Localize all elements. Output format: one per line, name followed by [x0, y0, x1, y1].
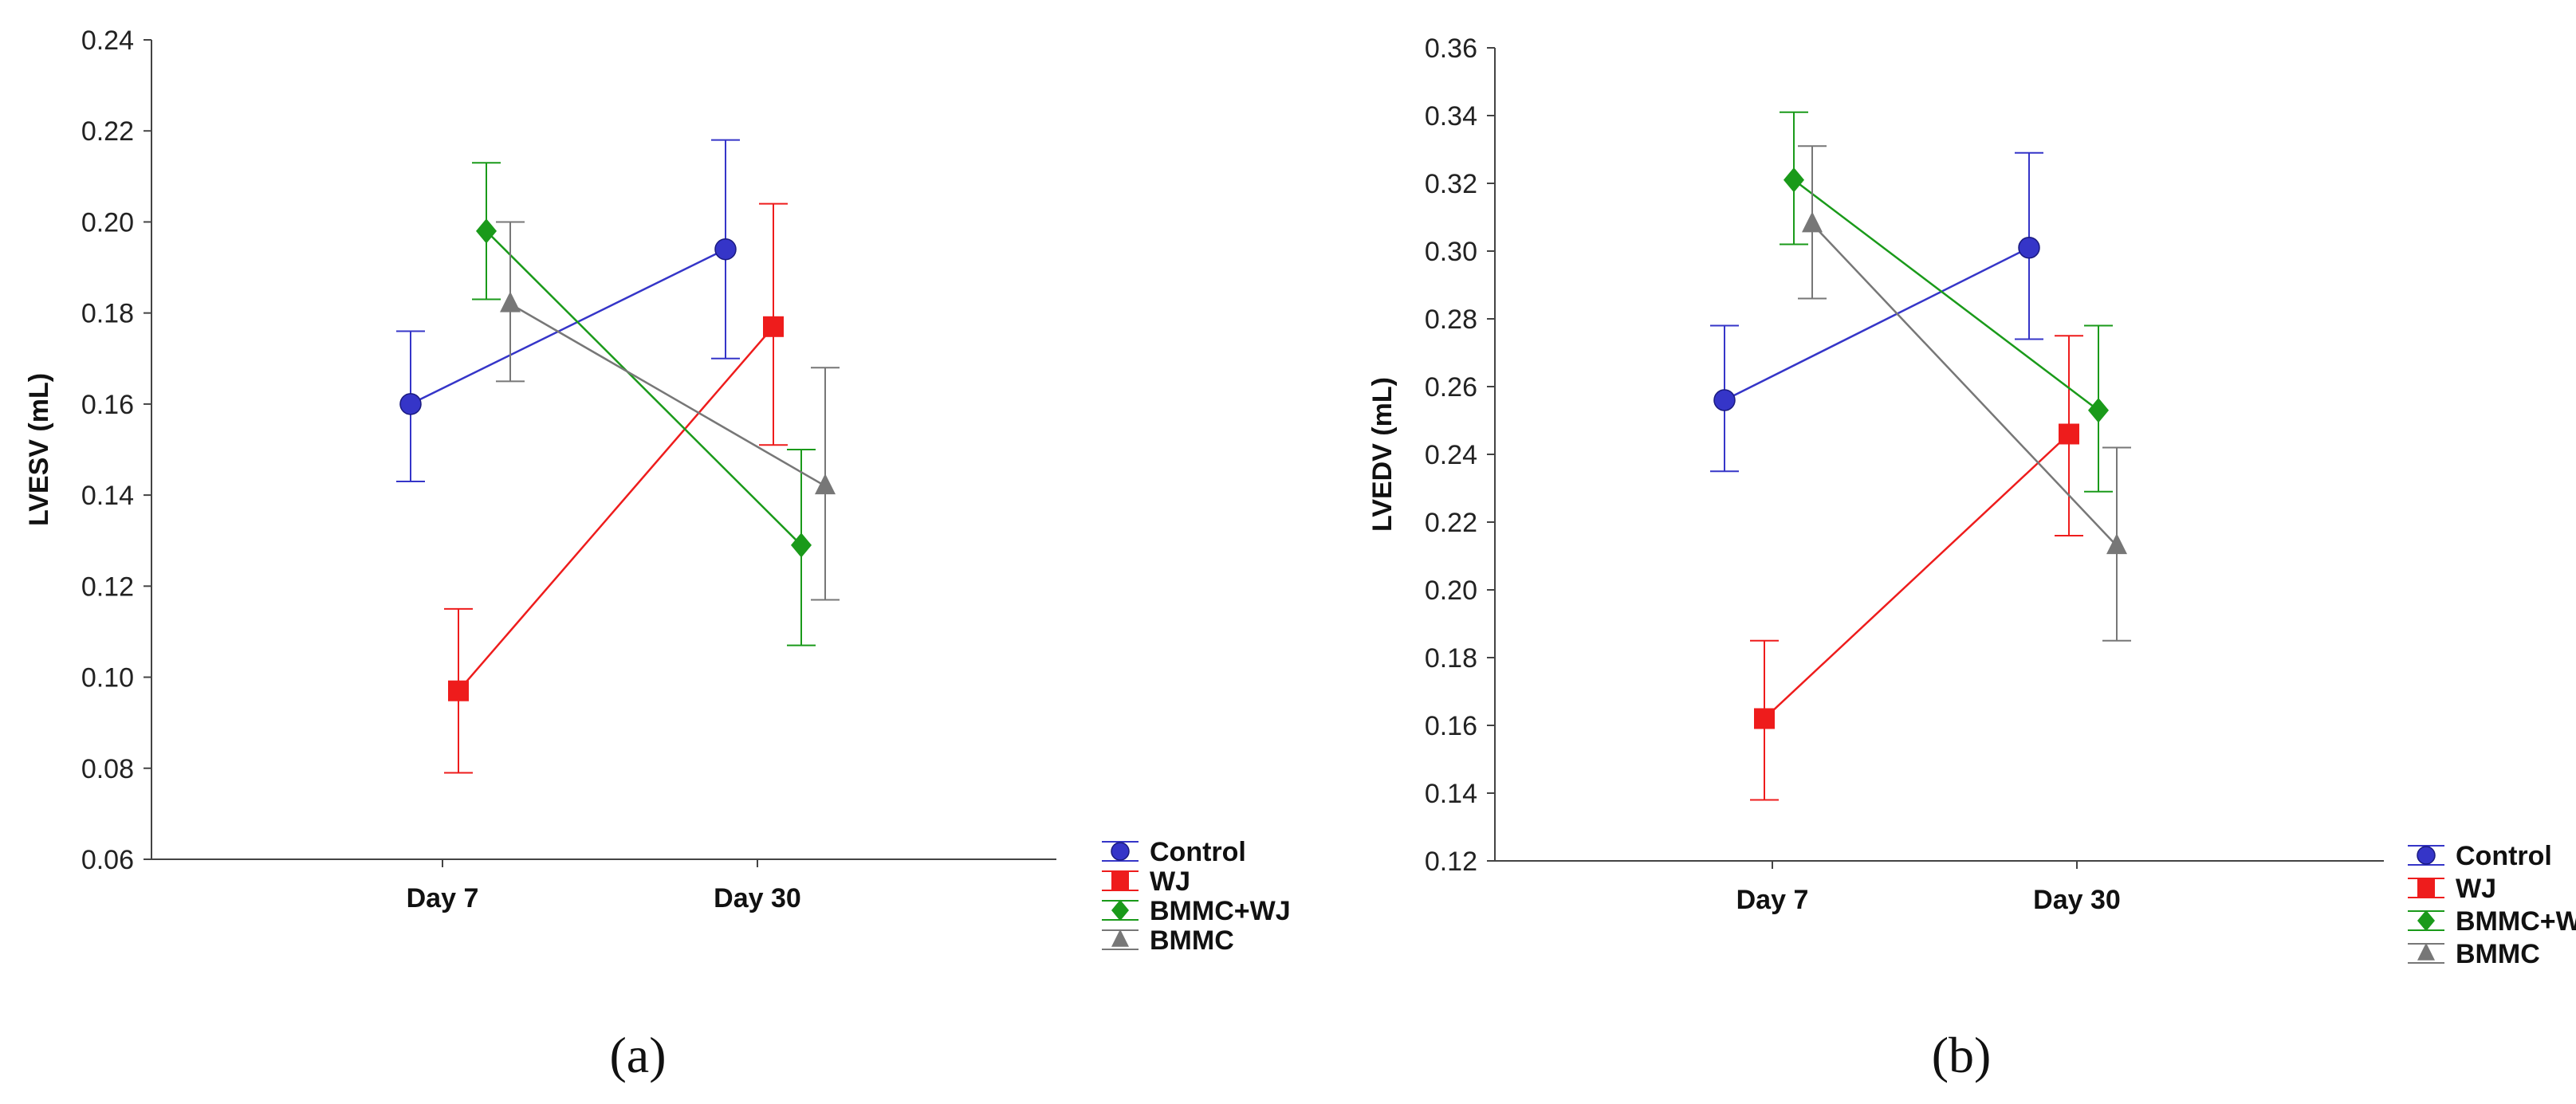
y-tick-label: 0.12 — [1425, 847, 1477, 877]
legend-label: BMMC+WJ — [2456, 906, 2576, 937]
series-wj — [444, 202, 788, 774]
series-bmmc-wj — [472, 162, 816, 646]
y-tick-label: 0.14 — [81, 481, 134, 511]
y-tick-label: 0.20 — [1425, 576, 1477, 606]
legend-label: WJ — [2456, 874, 2496, 904]
series-line — [410, 248, 726, 406]
y-tick-label: 0.16 — [81, 390, 134, 420]
y-tick-label: 0.18 — [81, 299, 134, 329]
legend-label: BMMC — [2456, 939, 2540, 969]
y-tick-label: 0.32 — [1425, 169, 1477, 199]
y-axis-title: LVEDV (mL) — [1367, 377, 1398, 532]
y-tick-label: 0.24 — [81, 26, 134, 56]
data-point — [1754, 708, 1775, 729]
legend-label: WJ — [1150, 866, 1190, 897]
y-tick-label: 0.30 — [1425, 237, 1477, 267]
series-control — [1710, 151, 2043, 473]
data-point — [2018, 237, 2040, 259]
y-tick-label: 0.28 — [1425, 304, 1477, 335]
series-control — [396, 139, 740, 482]
data-point — [815, 473, 836, 495]
legend-marker — [2417, 910, 2435, 932]
legend-marker — [2417, 942, 2435, 961]
series-wj — [1750, 335, 2083, 801]
legend-marker — [1111, 929, 1129, 947]
legend-label: Control — [1150, 837, 1246, 867]
panel-label: (a) — [609, 1027, 666, 1083]
data-point — [2088, 398, 2109, 423]
y-tick-label: 0.12 — [81, 572, 134, 602]
data-point — [1713, 389, 1736, 411]
data-point — [2059, 423, 2079, 445]
series-line — [1793, 179, 2099, 411]
legend-marker — [1111, 899, 1129, 921]
data-point — [500, 291, 521, 312]
legend-marker — [2417, 846, 2436, 865]
x-tick-label: Day 7 — [407, 883, 479, 913]
y-tick-label: 0.20 — [81, 207, 134, 238]
legend-marker — [2417, 879, 2435, 897]
chart-panel-2: 0.12 0.14 0.16 0.18 0.20 0.22 0.24 0.26 0.28 0.30… — [1367, 33, 2576, 1083]
x-tick-label: Day 7 — [1736, 885, 1809, 915]
series-line — [1724, 246, 2030, 402]
data-point — [448, 680, 469, 701]
series-bmmc — [496, 221, 840, 601]
legend-label: Control — [2456, 841, 2552, 871]
y-tick-label: 0.10 — [81, 663, 134, 693]
data-point — [791, 532, 812, 558]
data-point — [399, 393, 422, 415]
series-line — [1811, 223, 2118, 547]
y-tick-label: 0.14 — [1425, 779, 1477, 809]
series-line — [486, 230, 802, 546]
series-line — [509, 303, 826, 487]
y-tick-label: 0.26 — [1425, 372, 1477, 403]
data-point — [763, 316, 784, 337]
y-axis-title: LVESV (mL) — [24, 373, 54, 526]
y-tick-label: 0.34 — [1425, 101, 1477, 132]
y-tick-label: 0.06 — [81, 845, 134, 875]
data-point — [476, 218, 497, 244]
panel-label: (b) — [1932, 1027, 1992, 1083]
series-line — [1764, 433, 2070, 720]
chart-panel-1: 0.06 0.08 0.10 0.12 0.14 0.16 0.18 0.20 0.22 0.24… — [24, 26, 1291, 1083]
y-tick-label: 0.16 — [1425, 711, 1477, 741]
legend-label: BMMC — [1150, 925, 1234, 956]
y-tick-label: 0.08 — [81, 754, 134, 784]
legend-marker — [1111, 872, 1129, 890]
y-tick-label: 0.24 — [1425, 440, 1477, 470]
data-point — [2106, 533, 2127, 555]
data-point — [714, 238, 737, 261]
legend-marker — [1111, 842, 1130, 861]
y-tick-label: 0.36 — [1425, 33, 1477, 64]
series-bmmc-wj — [1780, 111, 2113, 493]
x-tick-label: Day 30 — [2033, 885, 2121, 915]
y-tick-label: 0.18 — [1425, 643, 1477, 674]
x-tick-label: Day 30 — [714, 883, 801, 913]
series-bmmc — [1798, 145, 2131, 642]
legend-label: BMMC+WJ — [1150, 896, 1291, 926]
y-tick-label: 0.22 — [1425, 508, 1477, 538]
series-line — [458, 325, 774, 692]
data-point — [1802, 211, 1823, 233]
data-point — [1784, 167, 1804, 193]
y-tick-label: 0.22 — [81, 116, 134, 147]
